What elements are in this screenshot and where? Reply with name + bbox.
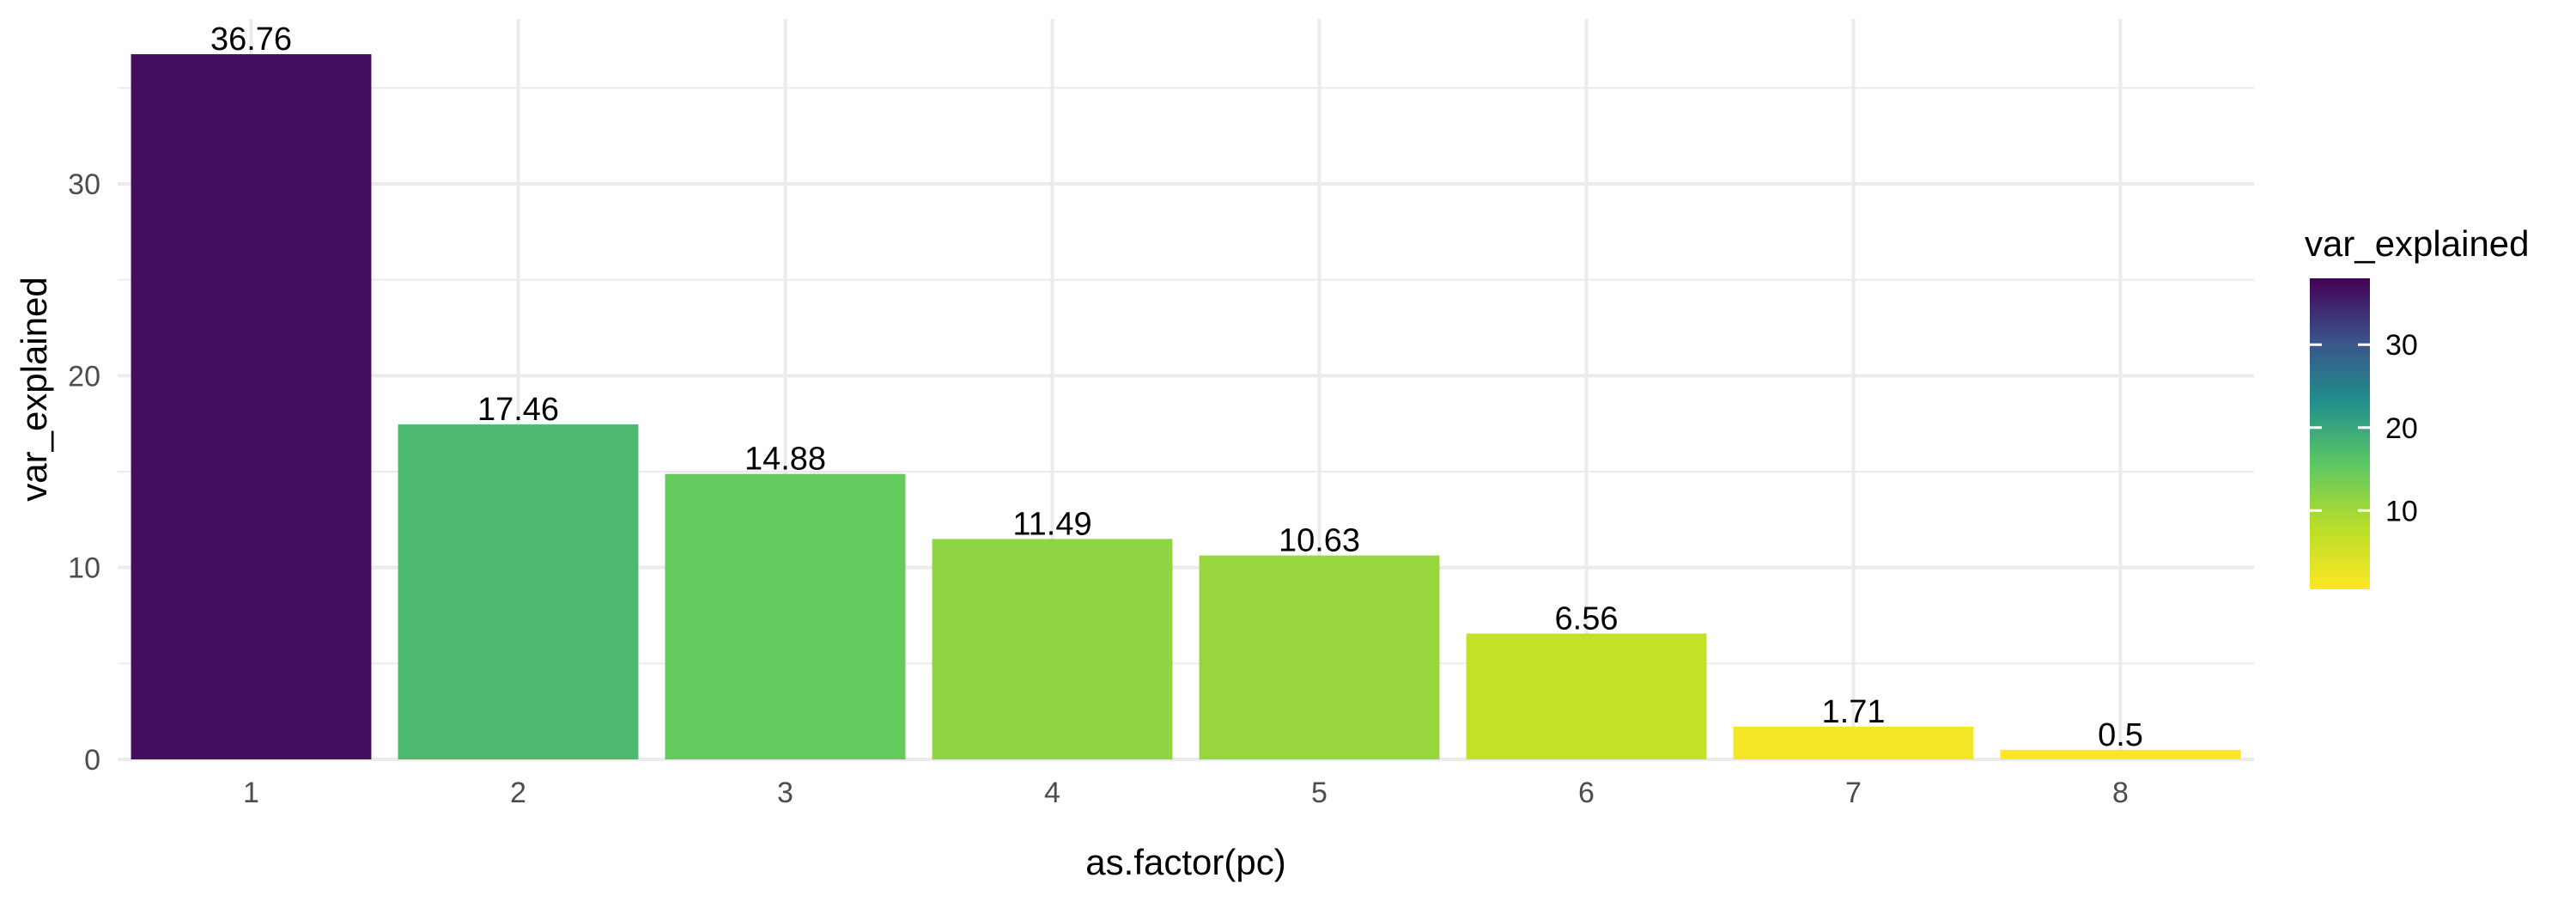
x-tick-label: 4 [1044,777,1060,809]
legend-tick-label: 20 [2385,412,2418,445]
data-label-pc-5: 10.63 [1279,523,1360,559]
legend-tick-label: 30 [2385,329,2418,362]
x-axis-tick-labels: 1 2 3 4 5 6 7 8 [243,777,2129,809]
bars [131,54,2241,760]
x-tick-label: 1 [243,777,259,809]
bar-pc-5 [1199,555,1440,759]
data-labels: 36.76 17.46 14.88 11.49 10.63 6.56 1.71 0.5 [210,21,2143,753]
data-label-pc-3: 14.88 [744,442,826,478]
y-tick-label: 10 [68,552,100,585]
y-tick-label: 0 [84,744,100,777]
bar-pc-2 [398,424,639,759]
x-tick-label: 3 [777,777,793,809]
data-label-pc-6: 6.56 [1555,601,1619,637]
legend-ticks: 10 20 30 [2310,329,2418,527]
x-tick-label: 6 [1578,777,1595,809]
data-label-pc-1: 36.76 [210,21,292,58]
legend-colorbar [2310,278,2370,589]
x-tick-label: 2 [510,777,526,809]
data-label-pc-8: 0.5 [2098,717,2143,753]
bar-pc-3 [665,473,906,759]
bar-pc-1 [131,54,372,760]
y-axis-tick-labels: 0 10 20 30 [68,168,100,777]
data-label-pc-7: 1.71 [1822,694,1886,730]
y-axis-title: var_explained [14,277,54,502]
bar-pc-4 [932,539,1173,759]
x-tick-label: 7 [1845,777,1862,809]
data-label-pc-2: 17.46 [477,392,559,428]
y-tick-label: 20 [68,360,100,393]
x-axis-title: as.factor(pc) [1085,842,1285,882]
bar-pc-8 [2000,749,2241,759]
legend-title: var_explained [2305,223,2530,264]
data-label-pc-4: 11.49 [1012,506,1091,542]
x-tick-label: 5 [1311,777,1327,809]
legend: var_explained 10 20 30 [2305,223,2530,589]
y-tick-label: 30 [68,168,100,201]
x-tick-label: 8 [2112,777,2129,809]
legend-tick-label: 10 [2385,495,2418,527]
bar-pc-7 [1733,726,1974,759]
bar-pc-6 [1466,633,1707,759]
